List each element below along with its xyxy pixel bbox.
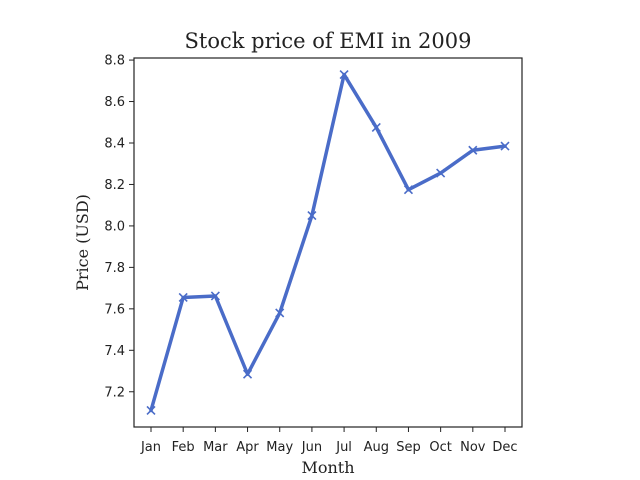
data-point-marker [371, 122, 381, 133]
x-tick-label: Sep [396, 440, 421, 455]
data-point-marker [275, 308, 285, 318]
y-axis-ticks: 7.2 7.4 7.6 7.8 8.0 8.2 8.4 8.6 8.8 [104, 54, 134, 400]
x-tick-label: Oct [429, 440, 451, 455]
plot-frame [133, 57, 523, 428]
x-tick-label: Jun [301, 440, 322, 455]
data-point-marker [403, 185, 414, 195]
y-tick-label: 8.0 [104, 219, 125, 234]
x-tick-label: Apr [236, 440, 259, 455]
x-tick-label: May [266, 440, 293, 455]
x-tick-label: Dec [492, 440, 517, 455]
y-tick-label: 8.8 [104, 54, 125, 69]
data-point-marker [178, 292, 188, 303]
x-tick-label: Jan [140, 440, 161, 455]
x-axis-label: Month [301, 458, 354, 477]
x-tick-label: Nov [460, 440, 486, 455]
data-point-marker [210, 291, 220, 301]
plot-area [146, 70, 510, 415]
y-tick-label: 7.8 [104, 261, 125, 276]
data-point-marker [307, 210, 317, 221]
x-axis-ticks: Jan Feb Mar Apr May Jun Jul Aug Sep Oct Nov Dec [140, 427, 518, 455]
data-point-marker [339, 70, 349, 80]
x-tick-label: Jul [335, 440, 352, 455]
x-tick-label: Aug [364, 440, 389, 455]
y-tick-label: 7.4 [104, 344, 125, 359]
y-tick-label: 7.6 [104, 302, 125, 317]
data-point-marker [500, 141, 510, 151]
y-tick-label: 8.6 [104, 95, 125, 110]
y-axis-label: Price (USD) [73, 194, 92, 291]
y-tick-label: 8.4 [104, 136, 125, 151]
series-line [149, 72, 507, 413]
x-tick-label: Feb [172, 440, 195, 455]
data-point-marker [436, 168, 446, 178]
x-tick-label: Mar [203, 440, 228, 455]
y-tick-label: 8.2 [104, 178, 125, 193]
data-point-marker [468, 145, 478, 155]
data-point-marker [242, 369, 253, 379]
data-point-marker [146, 405, 156, 415]
chart-title: Stock price of EMI in 2009 [185, 29, 472, 53]
y-tick-label: 7.2 [104, 385, 125, 400]
